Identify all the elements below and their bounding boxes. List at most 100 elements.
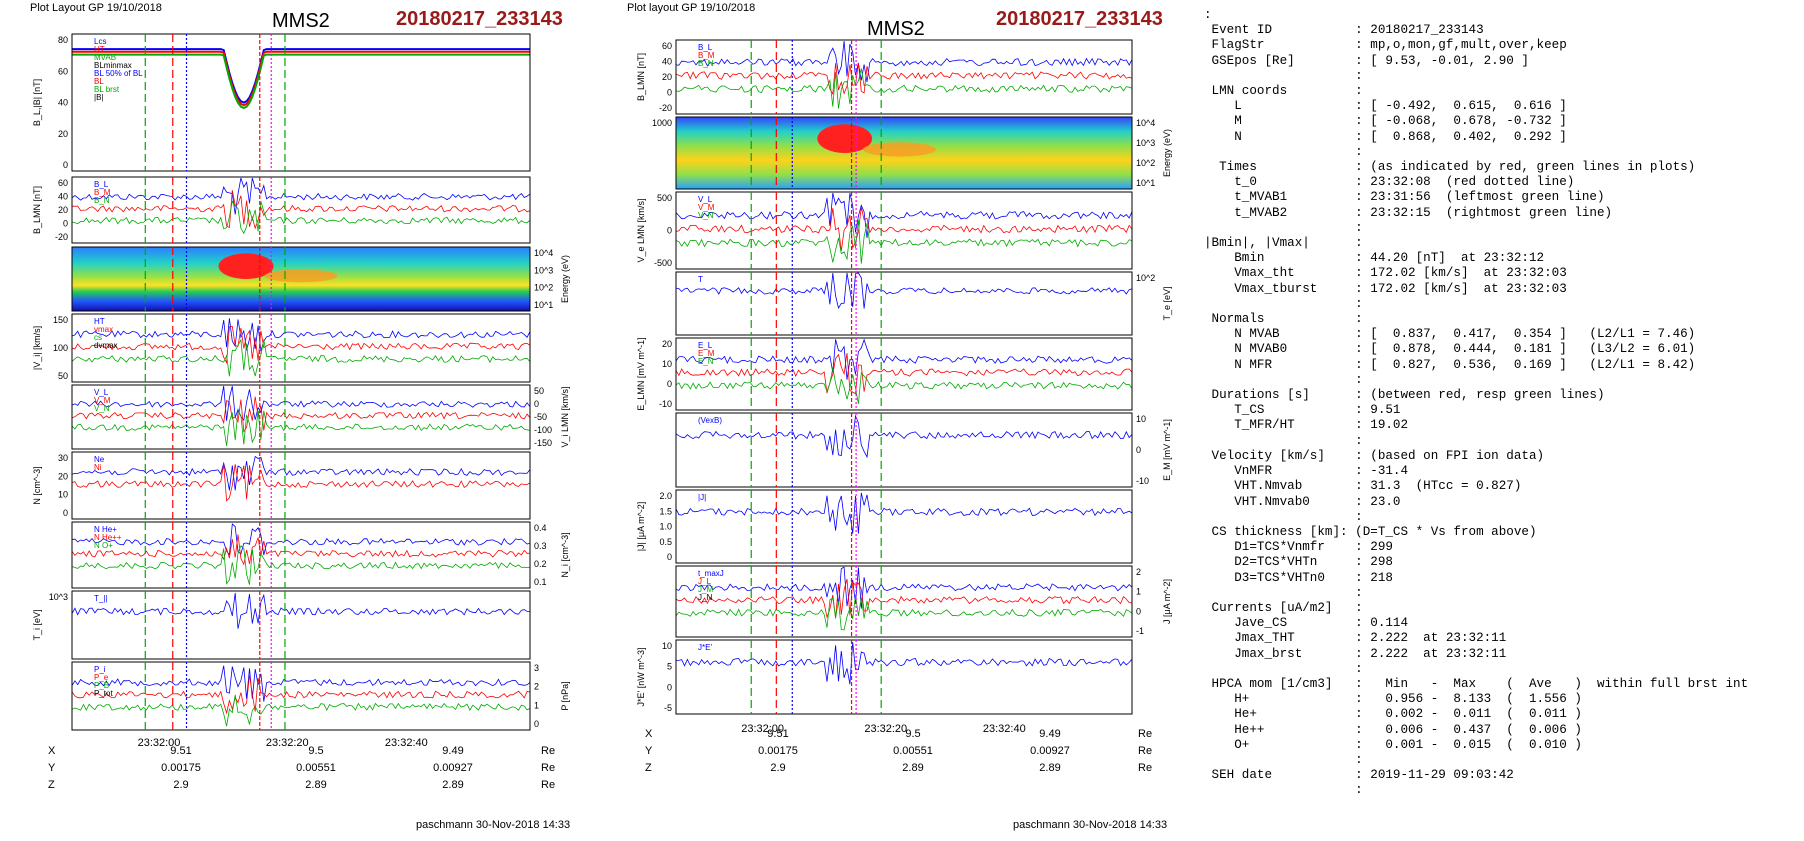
y-tick-label: 10^3 (49, 592, 68, 602)
panel-te: T 10^2 T_e [eV] (675, 271, 1172, 336)
y-tick-label: -20 (659, 103, 672, 113)
summary-line: O+ : 0.001 - 0.015 ( 0.010 ) (1204, 737, 1582, 752)
coord-unit: Re (1138, 745, 1153, 757)
coord-unit: Re (541, 745, 556, 757)
legend-entry: P_tot (94, 689, 113, 698)
panel-vilmn: V_LV_MV_N 50 0 -50 -100 -150 V_i LMN [km/s] (71, 384, 570, 450)
y-tick-label: 0 (667, 379, 672, 389)
series-line (675, 338, 1133, 380)
summary-line: Vmax_tburst : 172.02 [km/s] at 23:32:03 (1204, 281, 1567, 296)
panel-frame (71, 661, 531, 731)
summary-line: : (1204, 144, 1363, 159)
y-tick-label: 80 (58, 35, 68, 45)
y-tick-label: 1.5 (659, 506, 672, 516)
series-line (675, 352, 1133, 395)
legend-entry: P_e (94, 673, 109, 682)
panel-frame (71, 384, 531, 450)
y-tick-label: -50 (534, 412, 547, 422)
coord-unit: Re (541, 779, 556, 791)
summary-line: t_MVAB2 : 23:32:15 (rightmost green line… (1204, 205, 1613, 220)
legend-entry: B_M (94, 188, 111, 197)
summary-line: Normals : (1204, 312, 1363, 327)
series-line (675, 642, 1133, 685)
series-line (675, 594, 1133, 631)
legend-entry: MVAB (94, 53, 116, 62)
series-line (71, 545, 531, 585)
summary-line: He+ : 0.002 - 0.011 ( 0.011 ) (1204, 707, 1582, 722)
y-axis-label: N [cm^-3] (32, 466, 42, 504)
summary-line: H+ : 0.956 - 8.133 ( 1.556 ) (1204, 692, 1582, 707)
legend-entry: BL (94, 77, 104, 86)
y-tick-label: 20 (58, 471, 68, 481)
legend-entry: N O+ (94, 541, 113, 550)
legend-entry: T (698, 275, 703, 284)
coord-unit: Re (1138, 728, 1153, 740)
x-tick-label: 23:32:20 (864, 723, 907, 735)
y-tick-label: 50 (58, 371, 68, 381)
coord-unit: Re (541, 762, 556, 774)
series-line (72, 190, 531, 230)
spectrogram-band (862, 142, 936, 157)
y-tick-label: 0 (667, 88, 672, 98)
panel-e: E_LE_ME_N 20 10 0 -10 E_LMN [mV m^-1] (636, 337, 1133, 411)
y-tick-label: 1 (534, 700, 539, 710)
y-tick-label: 40 (662, 57, 672, 67)
coord-value: 0.00175 (758, 745, 798, 757)
panel-spec: 1000 10^4 10^3 10^2 10^1 Energy (eV) (652, 116, 1172, 190)
series-line (71, 318, 531, 351)
legend-entry: Ne (94, 455, 105, 464)
summary-line: : (1204, 8, 1212, 22)
summary-line: Jave_CS : 0.114 (1204, 616, 1409, 631)
left-plot-header: Plot Layout GP 19/10/2018 (30, 2, 162, 14)
legend-entry: vmax (94, 325, 113, 334)
summary-line: T_MFR/HT : 19.02 (1204, 418, 1409, 433)
panel-frame (71, 451, 531, 520)
series-line (71, 409, 531, 447)
y-axis-label: J*E' [nW m^-3] (636, 648, 646, 707)
x-tick-label: 23:32:20 (266, 737, 309, 749)
spectrogram-peak (817, 124, 873, 153)
y-axis-label: T_i [eV] (32, 609, 42, 640)
series-line (71, 385, 531, 422)
series-line (675, 566, 1133, 609)
summary-line: CS thickness [km]: (D=T_CS * Vs from abo… (1204, 524, 1537, 539)
y-tick-label: 0.5 (659, 537, 672, 547)
series-line (71, 338, 531, 377)
panel-frame (675, 639, 1133, 715)
y-tick-label: -100 (534, 425, 552, 435)
summary-line: : (1204, 509, 1363, 524)
series-line (675, 272, 1133, 310)
spectrogram-band (264, 269, 338, 283)
y-tick-label: 0 (63, 219, 68, 229)
y-tick-label: 3 (534, 663, 539, 673)
event-summary-text: : Event ID : 20180217_233143 FlagStr : m… (1204, 8, 1748, 799)
y-axis-label: E_LMN [mV m^-1] (636, 337, 646, 410)
legend-entry: T_|| (94, 594, 108, 603)
coord-value: 9.5 (308, 745, 324, 757)
y-tick-label: 10^3 (1136, 138, 1155, 148)
coord-value: 0.00175 (161, 762, 201, 774)
legend-entry: B_N (94, 196, 110, 205)
summary-line: : (1204, 220, 1363, 235)
series-line (71, 523, 531, 556)
panel-blmn: B_LB_MB_N 60 40 20 0 -20 B_LMN [nT] (636, 39, 1133, 115)
y-tick-label: 10 (662, 359, 672, 369)
summary-line: GSEpos [Re] : [ 9.53, -0.01, 2.90 ] (1204, 53, 1529, 68)
summary-line: t_MVAB1 : 23:31:56 (leftmost green line) (1204, 190, 1605, 205)
summary-line: N : [ 0.868, 0.402, 0.292 ] (1204, 129, 1567, 144)
y-axis-label: B_LMN [nT] (636, 53, 646, 101)
y-tick-label: -20 (55, 232, 68, 242)
summary-line: VHT.Nmvab0 : 23.0 (1204, 494, 1401, 509)
y-tick-label: 50 (534, 386, 544, 396)
y-tick-label: 20 (662, 339, 672, 349)
y-axis-label: V_i LMN [km/s] (560, 386, 570, 447)
y-tick-label: 0.2 (534, 559, 547, 569)
coord-label: Y (645, 745, 653, 757)
panel-je: J*E' 10 5 0 -5 J*E' [nW m^-3] (636, 639, 1133, 715)
summary-line: |Bmin|, |Vmax| : (1204, 236, 1363, 251)
coord-value: 2.89 (442, 779, 464, 791)
